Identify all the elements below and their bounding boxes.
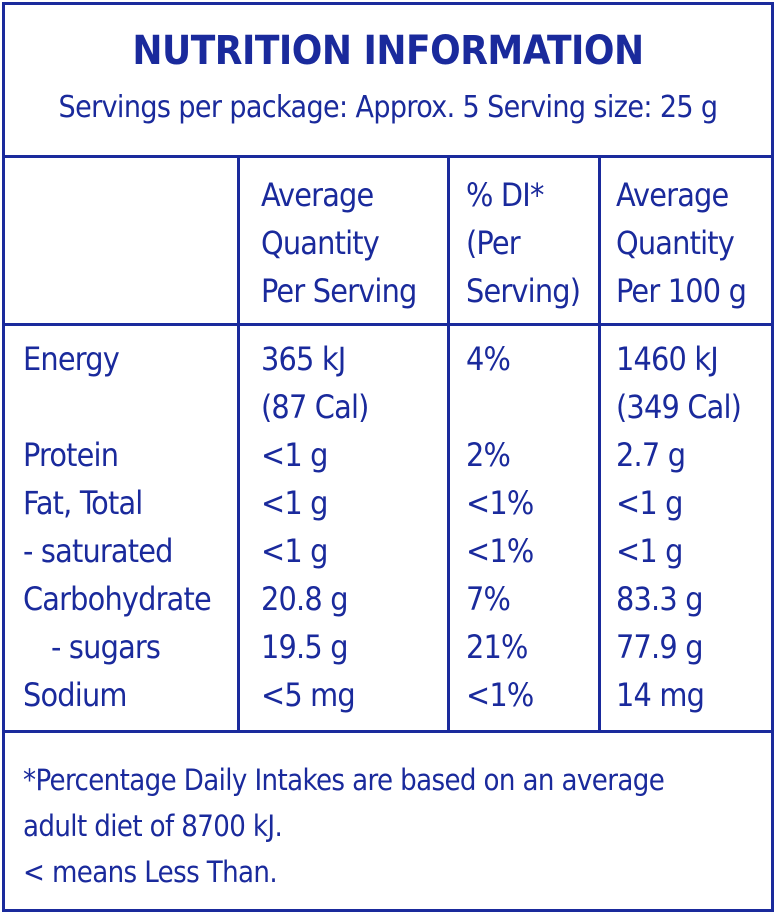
fat-total-di: <1% (466, 484, 534, 522)
fat-total-per-serving: <1 g (261, 484, 328, 522)
footnote-divider (5, 730, 771, 733)
col-header-per-100g: Average Quantity Per 100 g (616, 176, 747, 310)
row-label-saturated: - saturated (23, 532, 173, 570)
carbohydrate-di: 7% (466, 580, 511, 618)
energy-per-100g: 1460 kJ (349 Cal) (616, 340, 742, 426)
panel-header: NUTRITION INFORMATION Servings per packa… (5, 5, 771, 158)
footnote-line: adult diet of 8700 kJ. (23, 809, 283, 843)
saturated-per-serving: <1 g (261, 532, 328, 570)
header-row-divider (5, 323, 771, 326)
footnote-line: < means Less Than. (23, 855, 278, 889)
col-header-per-serving: Average Quantity Per Serving (261, 176, 417, 310)
fat-total-per-100g: <1 g (616, 484, 683, 522)
sugars-per-100g: 77.9 g (616, 628, 704, 666)
row-label-fat-total: Fat, Total (23, 484, 143, 522)
column-divider (598, 158, 601, 733)
energy-per-serving: 365 kJ (87 Cal) (261, 340, 369, 426)
saturated-per-100g: <1 g (616, 532, 683, 570)
row-label-energy: Energy (23, 340, 120, 378)
footnote: *Percentage Daily Intakes are based on a… (23, 757, 753, 895)
col-header-di: % DI* (Per Serving) (466, 176, 581, 310)
row-label-sugars: - sugars (51, 628, 161, 666)
sodium-per-100g: 14 mg (616, 676, 705, 714)
protein-per-serving: <1 g (261, 436, 328, 474)
footnote-line: *Percentage Daily Intakes are based on a… (23, 763, 665, 797)
servings-line: Servings per package: Approx. 5 Serving … (58, 90, 719, 125)
sodium-di: <1% (466, 676, 534, 714)
column-divider (447, 158, 450, 733)
protein-per-100g: 2.7 g (616, 436, 686, 474)
sugars-di: 21% (466, 628, 528, 666)
panel-title: NUTRITION INFORMATION (132, 28, 644, 74)
column-divider (237, 158, 240, 733)
energy-di: 4% (466, 340, 511, 378)
sodium-per-serving: <5 mg (261, 676, 356, 714)
carbohydrate-per-100g: 83.3 g (616, 580, 704, 618)
row-label-carbohydrate: Carbohydrate (23, 580, 212, 618)
protein-di: 2% (466, 436, 511, 474)
row-label-sodium: Sodium (23, 676, 127, 714)
carbohydrate-per-serving: 20.8 g (261, 580, 349, 618)
row-label-protein: Protein (23, 436, 119, 474)
saturated-di: <1% (466, 532, 534, 570)
sugars-per-serving: 19.5 g (261, 628, 349, 666)
